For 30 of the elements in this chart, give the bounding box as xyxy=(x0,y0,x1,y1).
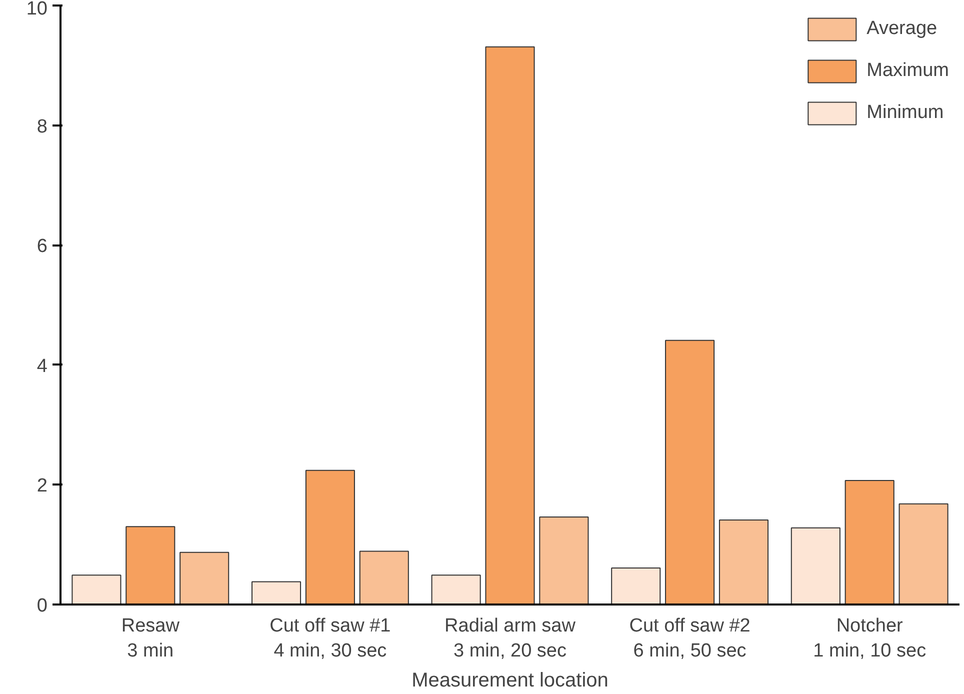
x-tick-label: Cut off saw #2 6 min, 50 sec xyxy=(629,616,750,662)
x-tick-label: Resaw 3 min xyxy=(121,616,180,662)
bar xyxy=(126,526,176,604)
legend-label: Maximum xyxy=(866,60,949,82)
y-tick-label: 8 xyxy=(36,116,48,138)
x-axis-title: Measurement location xyxy=(412,670,608,692)
bar xyxy=(431,574,481,604)
y-tick-label: 10 xyxy=(26,0,48,20)
y-tick-label: 6 xyxy=(36,236,48,258)
bar xyxy=(665,340,715,604)
bar xyxy=(359,550,409,604)
bar xyxy=(305,470,355,604)
bar xyxy=(539,516,589,604)
bar xyxy=(180,552,230,604)
bar xyxy=(251,581,302,604)
legend-label: Average xyxy=(866,18,938,40)
bar xyxy=(611,567,661,604)
bar xyxy=(72,574,122,604)
y-tick-label: 0 xyxy=(36,596,48,616)
legend-label: Minimum xyxy=(866,102,944,124)
bar xyxy=(898,503,948,604)
bar xyxy=(718,520,769,604)
bar xyxy=(790,527,840,604)
bar xyxy=(485,46,535,604)
y-tick-label: 2 xyxy=(36,476,48,497)
x-tick-label: Cut off saw #1 4 min, 30 sec xyxy=(270,616,391,662)
bar xyxy=(844,480,894,604)
x-tick-label: Notcher 1 min, 10 sec xyxy=(813,616,926,662)
y-tick-label: 4 xyxy=(36,356,48,377)
x-tick-label: Radial arm saw 3 min, 20 sec xyxy=(444,616,576,662)
